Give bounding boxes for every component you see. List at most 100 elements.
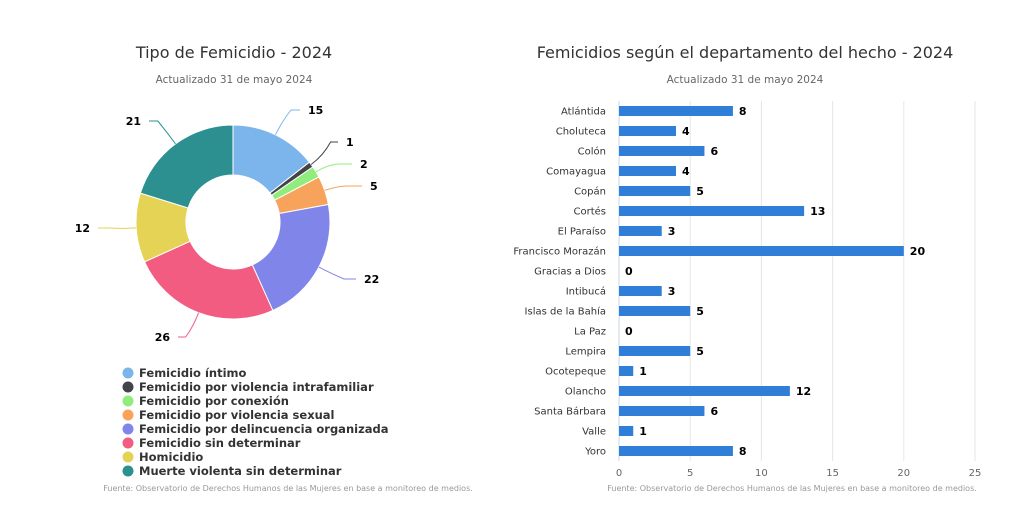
leader-line [178, 312, 200, 338]
category-label: Gracias a Dios [534, 267, 606, 278]
x-tick-label: 20 [897, 468, 910, 479]
data-label: 5 [696, 345, 704, 358]
data-label: 8 [739, 105, 747, 118]
data-label: 1 [639, 365, 647, 378]
data-label: 2 [360, 158, 368, 171]
data-label: 26 [155, 331, 171, 344]
data-label: 15 [308, 104, 323, 117]
bar [619, 246, 904, 256]
data-label: 13 [810, 205, 825, 218]
bar [619, 226, 662, 236]
legend-item: Femicidio por conexión [139, 394, 289, 408]
leader-line [310, 141, 338, 165]
bar [619, 186, 691, 196]
data-label: 1 [346, 136, 354, 149]
data-label: 12 [796, 385, 811, 398]
bar [619, 386, 790, 396]
bar [619, 106, 733, 116]
x-tick-label: 10 [755, 468, 768, 479]
legend-marker [122, 423, 134, 435]
leader-line [275, 109, 300, 136]
legend-item: Femicidio sin determinar [139, 436, 301, 450]
category-label: La Paz [574, 327, 606, 338]
legend-marker [122, 465, 134, 477]
category-label: Copán [574, 186, 606, 198]
data-label: 5 [696, 305, 704, 318]
data-label: 20 [910, 245, 926, 258]
category-label: Choluteca [556, 127, 606, 138]
data-label: 3 [668, 285, 676, 298]
category-label: El Paraíso [558, 226, 606, 238]
data-label: 1 [639, 425, 647, 438]
x-tick-label: 15 [826, 468, 839, 479]
category-label: Intibucá [566, 286, 606, 298]
category-label: Yoro [584, 447, 606, 458]
legend-item: Homicidio [139, 450, 203, 464]
data-label: 5 [696, 185, 704, 198]
category-label: Atlántida [561, 106, 606, 118]
category-label: Comayagua [546, 167, 606, 178]
data-label: 0 [625, 325, 633, 338]
category-label: Colón [578, 146, 606, 158]
legend-marker [122, 395, 134, 407]
bar [619, 286, 662, 296]
data-label: 3 [668, 225, 676, 238]
legend-marker [122, 381, 134, 393]
legend-item: Femicidio por violencia sexual [139, 408, 335, 422]
category-label: Valle [582, 427, 606, 438]
pie-subtitle: Actualizado 31 de mayo 2024 [156, 74, 313, 86]
data-label: 8 [739, 445, 747, 458]
data-label: 21 [126, 115, 141, 128]
bar [619, 346, 691, 356]
data-label: 4 [682, 165, 690, 178]
pie-title: Tipo de Femicidio - 2024 [135, 43, 332, 62]
x-tick-label: 5 [687, 468, 693, 479]
bar [619, 146, 705, 156]
legend-item: Muerte violenta sin determinar [139, 464, 342, 478]
leader-line [315, 163, 352, 173]
bar [619, 126, 676, 136]
category-label: Santa Bárbara [534, 406, 606, 418]
leader-line [324, 185, 362, 191]
category-label: Ocotepeque [545, 367, 606, 378]
bar-source: Fuente: Observatorio de Derechos Humanos… [607, 484, 977, 493]
category-label: Cortés [574, 206, 607, 218]
category-label: Olancho [565, 387, 606, 398]
category-label: Islas de la Bahía [525, 306, 606, 318]
legend-item: Femicidio íntimo [139, 366, 247, 380]
leader-line [318, 266, 356, 280]
legend-item: Femicidio por violencia intrafamiliar [139, 380, 374, 394]
bar [619, 306, 691, 316]
x-tick-label: 25 [969, 468, 982, 479]
data-label: 12 [75, 222, 90, 235]
legend-item: Femicidio por delincuencia organizada [139, 422, 389, 436]
data-label: 22 [364, 273, 379, 286]
data-label: 5 [370, 180, 378, 193]
legend-marker [122, 437, 134, 449]
bar [619, 426, 634, 436]
data-label: 4 [682, 125, 690, 138]
legend-marker [122, 367, 134, 379]
x-tick-label: 0 [616, 468, 622, 479]
data-label: 0 [625, 265, 633, 278]
pie-source: Fuente: Observatorio de Derechos Humanos… [103, 484, 473, 493]
bar [619, 366, 634, 376]
pie-slice [139, 124, 234, 209]
category-label: Francisco Morazán [513, 246, 606, 258]
pie-slice [143, 240, 274, 320]
bar [619, 166, 676, 176]
bar [619, 206, 805, 216]
category-label: Lempira [565, 347, 606, 358]
data-label: 6 [710, 145, 718, 158]
legend-marker [122, 409, 134, 421]
pie-slice [251, 203, 331, 312]
legend-marker [122, 451, 134, 463]
bar-subtitle: Actualizado 31 de mayo 2024 [667, 74, 824, 86]
data-label: 6 [710, 405, 718, 418]
bar-title: Femicidios según el departamento del hec… [537, 43, 954, 62]
leader-line [149, 120, 176, 145]
